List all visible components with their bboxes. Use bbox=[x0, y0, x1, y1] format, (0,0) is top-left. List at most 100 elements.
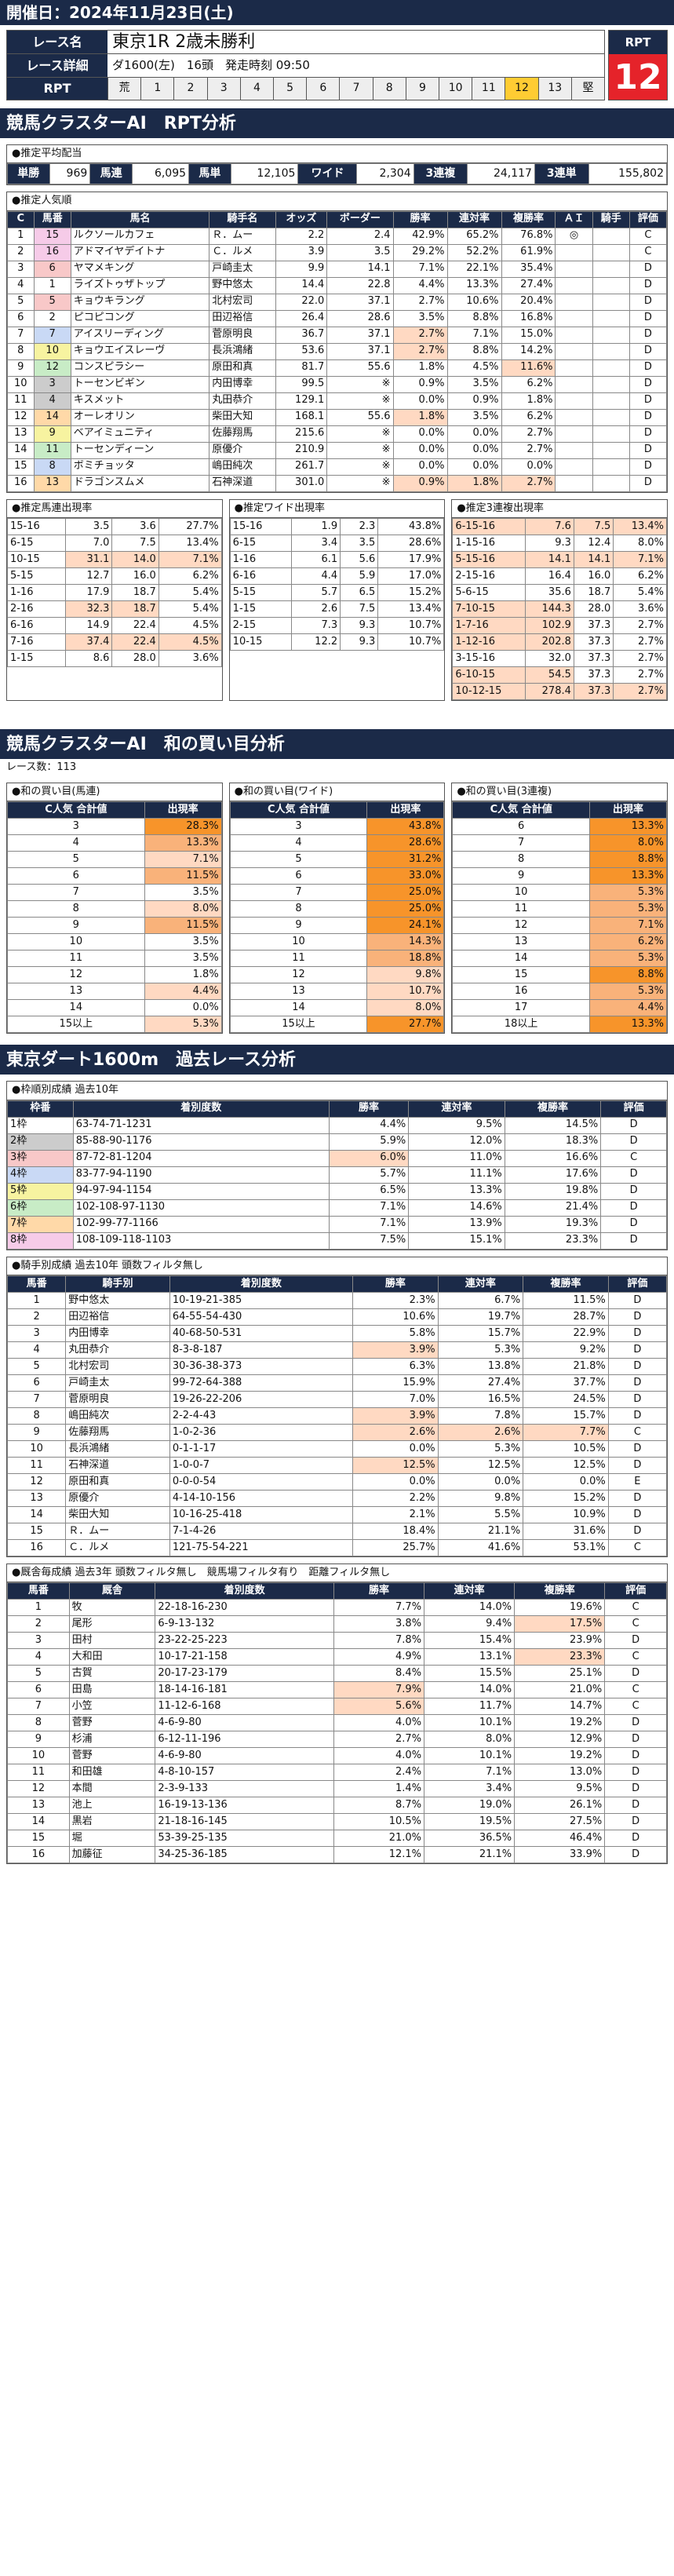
rate-cell: 5.3% bbox=[588, 884, 668, 902]
table-cell: 6-9-13-132 bbox=[155, 1615, 334, 1633]
table-row: 13 10.7% bbox=[229, 983, 445, 1001]
table-cell: 54.5 bbox=[524, 666, 574, 684]
table-cell: 15-16 bbox=[229, 517, 292, 535]
table-cell: 2-3-9-133 bbox=[155, 1780, 334, 1797]
table-cell: 9.3 bbox=[340, 616, 379, 634]
rpt-scale-cell: 9 bbox=[405, 78, 439, 100]
table-cell: 5-6-15 bbox=[452, 583, 526, 601]
table-row: 8 10 キョウエイスレーヴ 長浜鴻緒 53.6 37.1 2.7% 8.8% 14.2% D bbox=[7, 342, 668, 360]
table-row: 8 8.0% bbox=[7, 900, 222, 918]
table-cell: 14 bbox=[7, 441, 35, 459]
table-cell: 25.7% bbox=[352, 1538, 439, 1556]
table-cell: 18.7 bbox=[111, 600, 159, 618]
table-header: 馬番 厩舎 着別度数 勝率 連対率 複勝率 評価 bbox=[7, 1582, 667, 1600]
table-row: 3 内田博幸 40-68-50-531 5.8% 15.7% 22.9% D bbox=[6, 1324, 668, 1342]
table-cell bbox=[555, 342, 593, 360]
table-cell: 7-16 bbox=[7, 633, 66, 651]
table-cell: 1 bbox=[6, 1291, 67, 1309]
table-row: 5 7.1% bbox=[7, 851, 222, 869]
rate-cell: 33.0% bbox=[366, 867, 445, 885]
table-row: 5 31.2% bbox=[229, 851, 445, 869]
table-cell: 11.6% bbox=[501, 359, 556, 377]
table-cell: 4 bbox=[7, 834, 145, 852]
table-row: 5 古賀 20-17-23-179 8.4% 15.5% 25.1% D bbox=[7, 1665, 667, 1682]
table-cell: D bbox=[600, 1231, 667, 1250]
table-cell: 6.1 bbox=[290, 550, 341, 568]
table-cell: 1-0-0-7 bbox=[169, 1456, 354, 1474]
table-cell: 6-16 bbox=[229, 567, 292, 585]
table-cell: D bbox=[607, 1390, 668, 1408]
table-cell: C bbox=[607, 1423, 668, 1441]
table-cell: 2.7% bbox=[613, 666, 668, 684]
table-cell: 5.6% bbox=[333, 1698, 425, 1715]
table-cell: D bbox=[604, 1830, 667, 1847]
table-cell: 北村宏司 bbox=[209, 293, 276, 311]
table-cell: 10 bbox=[7, 933, 145, 951]
table-row: 1-12-16 202.8 37.3 2.7% bbox=[452, 633, 668, 651]
table-cell: 大和田 bbox=[68, 1648, 156, 1666]
table-cell: 14 bbox=[7, 999, 145, 1017]
column-header: 馬番 bbox=[33, 210, 71, 228]
table-cell: 36.5% bbox=[424, 1830, 516, 1847]
date-header: 開催日：2024年11月23日(土) bbox=[0, 0, 674, 25]
table-cell: 13.9% bbox=[408, 1215, 505, 1233]
table-cell: 2.3 bbox=[340, 517, 379, 535]
table-cell: 10-12-15 bbox=[452, 682, 526, 700]
table-row: 7-10-15 144.3 28.0 3.6% bbox=[452, 600, 668, 618]
race-count: レース数：113 bbox=[6, 761, 77, 773]
table-cell: 12 bbox=[6, 1472, 67, 1491]
rate-cell: 5.3% bbox=[144, 1016, 222, 1034]
table-cell: 12 bbox=[229, 966, 368, 984]
table-cell: 2.1% bbox=[352, 1505, 439, 1523]
table-cell: 15.1% bbox=[408, 1231, 505, 1250]
table-cell: 40-68-50-531 bbox=[169, 1324, 354, 1342]
rate-cell: 25.0% bbox=[366, 900, 445, 918]
table-cell: 4.4% bbox=[392, 276, 448, 294]
table-row: 16 Ｃ．ルメ 121-75-54-221 25.7% 41.6% 53.1% C bbox=[6, 1538, 668, 1556]
table-cell: 32.3 bbox=[64, 600, 113, 618]
table-row: 6 田島 18-14-16-181 7.9% 14.0% 21.0% C bbox=[7, 1681, 667, 1698]
table-cell: 13.8% bbox=[437, 1357, 524, 1375]
table-cell: D bbox=[604, 1846, 667, 1863]
table-cell: 5枠 bbox=[7, 1182, 74, 1200]
table-cell: 2.7% bbox=[613, 633, 668, 651]
table-cell: 0.0% bbox=[446, 441, 502, 459]
table-cell: 尾形 bbox=[68, 1615, 156, 1633]
popularity-table: C 馬番 馬名 騎手名 オッズ ボーダー 勝率 連対率 複勝率 ＡＩ 騎手 評価 1 15 ルクソールカフェ… bbox=[7, 210, 668, 492]
table-cell: 0.0% bbox=[392, 458, 448, 476]
table-cell: Ｒ．ムー bbox=[209, 227, 276, 245]
table-cell: 121-75-54-221 bbox=[169, 1538, 354, 1556]
table-row: 6-16 4.4 5.9 17.0% bbox=[229, 567, 445, 585]
table-cell: D bbox=[628, 408, 668, 426]
table-cell: 7.5 bbox=[573, 517, 614, 535]
table-cell: 42.9% bbox=[392, 227, 448, 245]
rpt-scale-cell: 2 bbox=[173, 78, 207, 100]
table-cell: 7-1-4-26 bbox=[169, 1522, 354, 1540]
table-cell: 1-16 bbox=[229, 550, 292, 568]
table-cell: 0.0% bbox=[392, 392, 448, 410]
table-header: C 馬番 馬名 騎手名 オッズ ボーダー 勝率 連対率 複勝率 ＡＩ 騎手 評価 bbox=[7, 210, 668, 228]
rpt-scale-cell: 7 bbox=[339, 78, 373, 100]
sum-trio-box: ●和の買い目(3連複) C人気 合計値 出現率 6 13.3% 7 8.0% 8 8.8% 9 13… bbox=[451, 783, 669, 1034]
table-cell: 4.4% bbox=[328, 1116, 410, 1134]
table-row: 7 25.0% bbox=[229, 884, 445, 902]
table-cell: 23.9% bbox=[514, 1632, 606, 1649]
table-cell: 7.6 bbox=[524, 517, 574, 535]
table-cell: 牧 bbox=[68, 1599, 156, 1616]
table-cell: 41.6% bbox=[437, 1538, 524, 1556]
table-cell: 野中悠太 bbox=[209, 276, 276, 294]
table-row: 7枠 102-99-77-1166 7.1% 13.9% 19.3% D bbox=[7, 1215, 667, 1233]
table-cell: 2.7% bbox=[392, 326, 448, 344]
table-row: 14 11 トーセンディーン 原優介 210.9 ※ 0.0% 0.0% 2.7% D bbox=[7, 441, 668, 459]
table-cell: 4 bbox=[229, 834, 368, 852]
table-row: 15以上 5.3% bbox=[7, 1016, 222, 1034]
table-cell: 8.4% bbox=[333, 1665, 425, 1682]
table-cell: 柴田大知 bbox=[65, 1505, 170, 1523]
table-cell: D bbox=[600, 1166, 667, 1184]
rate-cell: 4.4% bbox=[144, 983, 222, 1001]
table-cell: D bbox=[604, 1665, 667, 1682]
table-cell: 1-15 bbox=[7, 649, 66, 667]
table-cell: 6 bbox=[33, 260, 71, 278]
table-cell: 27.7% bbox=[158, 517, 222, 535]
rate-cell: 24.1% bbox=[366, 917, 445, 935]
